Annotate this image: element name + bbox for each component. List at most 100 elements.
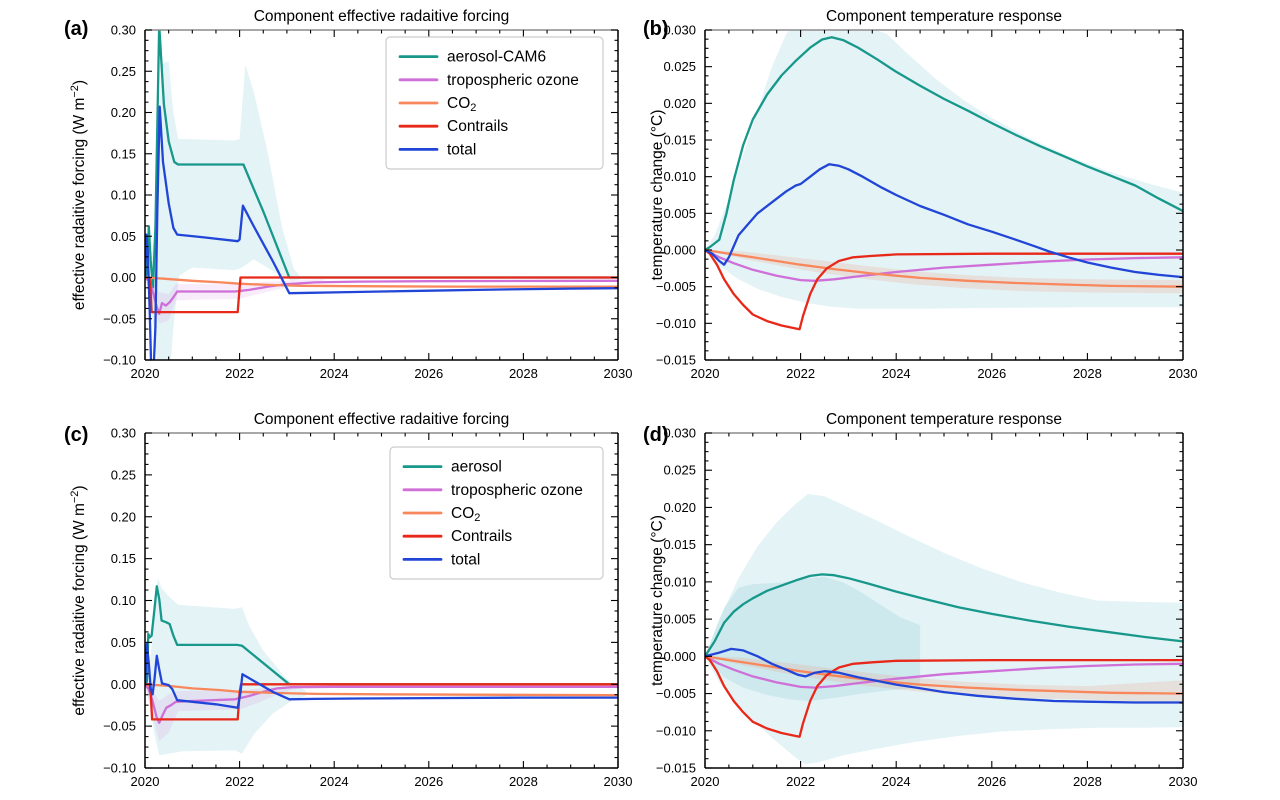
y-tick-label: −0.010	[656, 723, 696, 738]
y-tick-label: 0.015	[663, 537, 696, 552]
x-tick-label: 2026	[977, 774, 1006, 789]
series-line-aerosol	[705, 573, 1183, 658]
y-tick-label: 0.010	[663, 169, 696, 184]
legend-item-aerosol: aerosol	[402, 459, 502, 476]
legend-label: CO2	[451, 505, 480, 524]
legend-item-co2: CO2	[398, 95, 476, 114]
y-tick-label: 0.000	[663, 243, 696, 258]
y-tick-label: 0.00	[111, 677, 136, 692]
series-line-total	[145, 642, 618, 709]
panel-letter: (a)	[64, 18, 88, 40]
x-tick-label: 2024	[882, 366, 911, 381]
panel-b: 2020 2022 2024 2026 2028 2030 0.030 0.025 0.020 0…	[643, 8, 1198, 381]
plot-area-d	[705, 494, 1183, 765]
x-tick-label: 2028	[1073, 366, 1102, 381]
legend-label: Contrails	[451, 528, 512, 545]
legend: aerosol-CAM6 tropospheric ozone CO2 Contrai…	[385, 36, 604, 170]
series-line-ozone	[705, 248, 1183, 282]
x-tick-label: 2030	[1169, 366, 1198, 381]
y-tick-label: 0.020	[663, 500, 696, 515]
x-tick-label: 2026	[414, 774, 443, 789]
x-tick-label: 2028	[509, 774, 538, 789]
x-tick-label: 2020	[691, 366, 720, 381]
plot-area-a	[145, 30, 618, 360]
legend-item-total: total	[398, 141, 476, 158]
y-tick-label: 0.20	[111, 105, 136, 120]
series-line-co2	[145, 683, 618, 697]
y-tick-label: 0.025	[663, 463, 696, 478]
ticks-d	[704, 432, 1184, 769]
x-tick-label: 2022	[786, 774, 815, 789]
x-tick-label: 2022	[225, 366, 254, 381]
legend-box	[389, 446, 604, 580]
panel-letter: (c)	[64, 424, 88, 446]
y-tick-label: −0.05	[103, 311, 136, 326]
y-tick-label: −0.015	[656, 353, 696, 368]
legend-item-total: total	[402, 551, 480, 568]
y-tick-label: 0.030	[663, 23, 696, 38]
series-line-contrails	[705, 248, 1183, 331]
legend-box	[385, 36, 604, 170]
y-tick-label: 0.05	[111, 229, 136, 244]
x-tick-label: 2028	[1073, 774, 1102, 789]
x-tick-label: 2020	[131, 366, 160, 381]
y-tick-label: −0.005	[656, 686, 696, 701]
y-tick-label: 0.030	[663, 426, 696, 441]
series-line-total	[705, 163, 1183, 279]
series-line-ozone	[145, 683, 618, 724]
y-tick-label: 0.20	[111, 509, 136, 524]
y-axis-label: effective radaitive forcing (W m−2)	[69, 80, 88, 310]
y-tick-label: 0.020	[663, 96, 696, 111]
series-line-contrails	[705, 655, 1183, 738]
y-tick-label: 0.15	[111, 551, 136, 566]
y-tick-label: 0.30	[111, 23, 136, 38]
plot-area-b	[705, 30, 1183, 331]
ticks-c	[144, 432, 619, 769]
panel-title: Component effective radaitive forcing	[254, 8, 510, 25]
y-tick-label: −0.005	[656, 279, 696, 294]
series-line-total	[705, 647, 1183, 704]
y-tick-label: −0.10	[103, 761, 136, 776]
legend-item-ozone: tropospheric ozone	[398, 72, 579, 89]
x-tick-label: 2026	[977, 366, 1006, 381]
x-tick-label: 2030	[604, 774, 633, 789]
series-line-aerosol	[705, 36, 1183, 252]
y-axis-label: effective radaitive forcing (W m−2)	[69, 485, 88, 715]
panel-c: 2020 2022 2024 2026 2028 2030 0.30 0.25 0.20 0.15…	[64, 411, 633, 789]
legend-label: tropospheric ozone	[447, 72, 579, 89]
y-tick-label: −0.05	[103, 719, 136, 734]
series-line-co2	[705, 248, 1183, 288]
panel-a: 2020 2022 2024 2026 2028 2030 0.30 0.25 0.20 0.15…	[64, 8, 632, 381]
panel-title: Component temperature response	[826, 411, 1062, 428]
legend-label: aerosol-CAM6	[447, 49, 546, 66]
aerosol-uncertainty-band	[705, 30, 1183, 309]
y-tick-label: 0.005	[663, 206, 696, 221]
aerosol-uncertainty-band	[705, 576, 921, 701]
x-tick-label: 2030	[1169, 774, 1198, 789]
y-tick-label: −0.010	[656, 316, 696, 331]
y-tick-label: 0.10	[111, 593, 136, 608]
legend: aerosol tropospheric ozone CO2 Contrails tot…	[389, 446, 604, 580]
x-tick-label: 2022	[225, 774, 254, 789]
y-tick-label: 0.000	[663, 649, 696, 664]
co2-uncertainty-band	[705, 250, 1183, 294]
ticks-a	[144, 29, 619, 361]
panel-letter: (b)	[643, 18, 669, 40]
ozone-uncertainty-band	[145, 684, 302, 742]
y-tick-label: 0.10	[111, 188, 136, 203]
legend-item-contrails: Contrails	[402, 528, 512, 545]
y-tick-label: −0.10	[103, 353, 136, 368]
legend-label: tropospheric ozone	[451, 482, 583, 499]
legend-label: Contrails	[447, 118, 508, 135]
series-line-aerosol	[145, 30, 618, 289]
y-tick-label: 0.015	[663, 133, 696, 148]
y-tick-label: 0.025	[663, 59, 696, 74]
y-tick-label: 0.15	[111, 146, 136, 161]
x-tick-label: 2020	[691, 774, 720, 789]
legend-label: total	[451, 551, 480, 568]
x-tick-label: 2028	[509, 366, 538, 381]
x-tick-label: 2024	[320, 774, 349, 789]
aerosol-uncertainty-band	[145, 577, 306, 756]
y-axis-label: temperature change (°C)	[649, 515, 666, 686]
